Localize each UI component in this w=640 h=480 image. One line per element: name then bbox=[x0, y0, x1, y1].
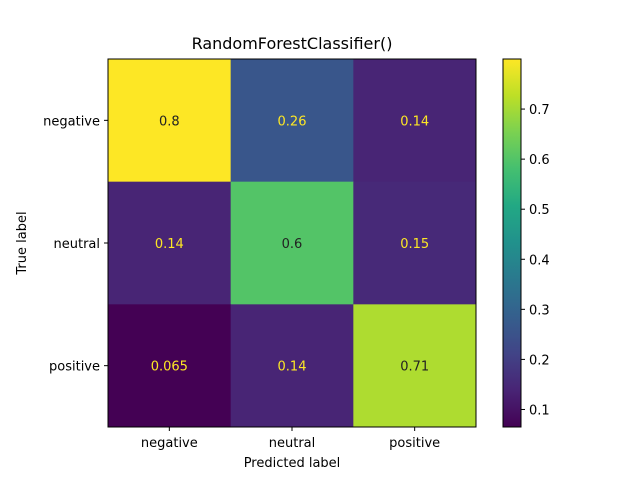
x-tick-label-2: positive bbox=[389, 436, 440, 451]
cell-value-label-2-2: 0.71 bbox=[400, 360, 429, 375]
heatmap-cell-1-2 bbox=[353, 181, 477, 305]
heatmap-cell-2-2 bbox=[353, 304, 477, 428]
colorbar-tick-label-6: 0.7 bbox=[529, 103, 550, 118]
x-axis-label: Predicted label bbox=[244, 456, 341, 471]
heatmap-cell-0-0 bbox=[108, 59, 232, 183]
colorbar-tick-label-4: 0.5 bbox=[529, 203, 550, 218]
chart-title: RandomForestClassifier() bbox=[192, 34, 393, 53]
colorbar-tick-label-1: 0.2 bbox=[529, 353, 550, 368]
colorbar-tick-label-5: 0.6 bbox=[529, 153, 550, 168]
heatmap-cell-labels: 0.8 0.26 0.14 0.14 0.6 0.15 0.065 0.14 0.71 bbox=[151, 114, 429, 374]
heatmap-cells bbox=[108, 59, 477, 428]
cell-value-label-1-2: 0.15 bbox=[400, 237, 429, 252]
heatmap-cell-0-2 bbox=[353, 59, 477, 183]
cell-value-label-0-1: 0.26 bbox=[278, 114, 307, 129]
heatmap-cell-2-1 bbox=[230, 304, 354, 428]
colorbar-tick-label-0: 0.1 bbox=[529, 403, 550, 418]
colorbar-ticks: 0.1 0.2 0.3 0.4 0.5 0.6 0.7 bbox=[521, 103, 550, 418]
cell-value-label-0-0: 0.8 bbox=[159, 114, 180, 129]
x-tick-label-0: negative bbox=[141, 436, 198, 451]
y-tick-label-2: positive bbox=[49, 360, 100, 375]
heatmap-cell-2-0 bbox=[108, 304, 232, 428]
y-tick-label-0: negative bbox=[43, 114, 100, 129]
cell-value-label-1-1: 0.6 bbox=[282, 237, 303, 252]
cell-value-label-1-0: 0.14 bbox=[155, 237, 184, 252]
x-axis-ticks: negative neutral positive bbox=[141, 427, 440, 451]
cell-value-label-2-0: 0.065 bbox=[151, 360, 188, 375]
y-axis-ticks: negative neutral positive bbox=[43, 114, 108, 375]
heatmap-cell-0-1 bbox=[230, 59, 354, 183]
colorbar-tick-label-2: 0.3 bbox=[529, 303, 550, 318]
colorbar-tick-label-3: 0.4 bbox=[529, 253, 550, 268]
colorbar bbox=[502, 58, 522, 428]
y-axis-label: True label bbox=[15, 211, 30, 275]
y-tick-label-1: neutral bbox=[54, 237, 101, 252]
x-tick-label-1: neutral bbox=[269, 436, 316, 451]
cell-value-label-0-2: 0.14 bbox=[400, 114, 429, 129]
heatmap-cell-1-1 bbox=[230, 181, 354, 305]
cell-value-label-2-1: 0.14 bbox=[278, 360, 307, 375]
heatmap-cell-1-0 bbox=[108, 181, 232, 305]
